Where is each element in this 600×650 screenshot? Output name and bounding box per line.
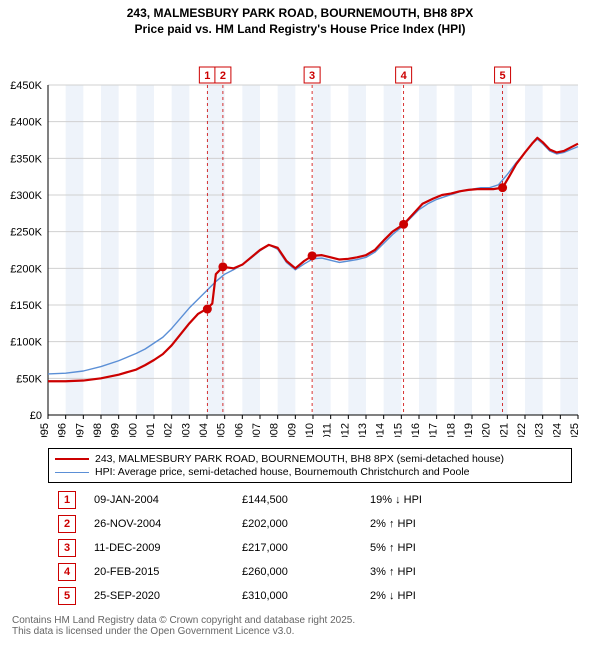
sale-price: £217,000 — [234, 537, 360, 559]
sale-delta: 2% ↑ HPI — [362, 513, 430, 535]
sale-delta: 2% ↓ HPI — [362, 585, 430, 607]
sale-marker-dot — [308, 252, 317, 261]
chart-svg: £0 £50K £100K £150K £200K £250K £300K £350K £400… — [0, 37, 600, 437]
legend-swatch-property — [55, 458, 89, 460]
chart-title: 243, MALMESBURY PARK ROAD, BOURNEMOUTH, … — [0, 0, 600, 37]
sale-delta: 3% ↑ HPI — [362, 561, 430, 583]
legend-row-property: 243, MALMESBURY PARK ROAD, BOURNEMOUTH, … — [55, 453, 565, 465]
sale-marker-dot — [203, 305, 212, 314]
x-tick-label: 1996 — [57, 423, 69, 437]
footer-line1: Contains HM Land Registry data © Crown c… — [12, 615, 588, 626]
sales-table: 1 09-JAN-2004£144,50019% ↓ HPI 2 26-NOV-200… — [48, 487, 432, 609]
sale-date: 25-SEP-2020 — [86, 585, 232, 607]
y-tick-label: £200K — [10, 264, 42, 276]
x-tick-label: 2002 — [163, 423, 175, 437]
sale-id-badge: 5 — [58, 587, 76, 605]
sale-marker-label: 2 — [220, 70, 226, 82]
sale-marker-dot — [498, 183, 507, 192]
x-tick-label: 1999 — [110, 423, 122, 437]
y-tick-label: £350K — [10, 154, 42, 166]
table-row: 2 26-NOV-2004£202,0002% ↑ HPI — [50, 513, 430, 535]
x-tick-label: 1997 — [74, 423, 86, 437]
x-tick-label: 2006 — [233, 423, 245, 437]
y-tick-label: £0 — [30, 410, 42, 422]
x-tick-label: 2008 — [269, 423, 281, 437]
x-tick-label: 2016 — [410, 423, 422, 437]
legend-swatch-hpi — [55, 472, 89, 473]
sale-id-badge: 1 — [58, 491, 76, 509]
table-row: 4 20-FEB-2015£260,0003% ↑ HPI — [50, 561, 430, 583]
x-tick-label: 2005 — [216, 423, 228, 437]
table-row: 5 25-SEP-2020£310,0002% ↓ HPI — [50, 585, 430, 607]
x-tick-label: 2014 — [375, 423, 387, 437]
sale-price: £202,000 — [234, 513, 360, 535]
y-tick-label: £250K — [10, 227, 42, 239]
legend-label-hpi: HPI: Average price, semi-detached house,… — [95, 466, 470, 478]
table-row: 3 11-DEC-2009£217,0005% ↑ HPI — [50, 537, 430, 559]
attribution: Contains HM Land Registry data © Crown c… — [12, 615, 588, 637]
sale-marker-label: 1 — [204, 70, 210, 82]
y-tick-label: £50K — [16, 374, 42, 386]
x-tick-label: 2015 — [392, 423, 404, 437]
sale-id-badge: 4 — [58, 563, 76, 581]
x-tick-label: 2023 — [534, 423, 546, 437]
sale-delta: 5% ↑ HPI — [362, 537, 430, 559]
x-tick-label: 2000 — [127, 423, 139, 437]
x-tick-label: 2019 — [463, 423, 475, 437]
x-tick-label: 2010 — [304, 423, 316, 437]
title-line2: Price paid vs. HM Land Registry's House … — [0, 22, 600, 38]
y-tick-label: £400K — [10, 117, 42, 129]
sale-date: 11-DEC-2009 — [86, 537, 232, 559]
x-tick-label: 2025 — [569, 423, 581, 437]
footer-line2: This data is licensed under the Open Gov… — [12, 626, 588, 637]
x-tick-label: 2018 — [445, 423, 457, 437]
x-tick-label: 2020 — [481, 423, 493, 437]
sale-marker-dot — [399, 220, 408, 229]
x-tick-label: 2021 — [498, 423, 510, 437]
price-chart: £0 £50K £100K £150K £200K £250K £300K £350K £400… — [0, 37, 600, 442]
x-tick-label: 2013 — [357, 423, 369, 437]
y-tick-label: £300K — [10, 190, 42, 202]
sale-marker-label: 5 — [500, 70, 506, 82]
x-tick-label: 1995 — [39, 423, 51, 437]
legend-label-property: 243, MALMESBURY PARK ROAD, BOURNEMOUTH, … — [95, 453, 504, 465]
title-line1: 243, MALMESBURY PARK ROAD, BOURNEMOUTH, … — [0, 6, 600, 22]
legend-row-hpi: HPI: Average price, semi-detached house,… — [55, 466, 565, 478]
sale-price: £260,000 — [234, 561, 360, 583]
sale-date: 09-JAN-2004 — [86, 489, 232, 511]
table-row: 1 09-JAN-2004£144,50019% ↓ HPI — [50, 489, 430, 511]
x-tick-label: 2007 — [251, 423, 263, 437]
sale-date: 20-FEB-2015 — [86, 561, 232, 583]
x-tick-label: 2017 — [428, 423, 440, 437]
sale-price: £310,000 — [234, 585, 360, 607]
x-tick-label: 2024 — [551, 423, 563, 437]
x-tick-label: 1998 — [92, 423, 104, 437]
sale-id-badge: 3 — [58, 539, 76, 557]
y-tick-label: £450K — [10, 80, 42, 92]
x-tick-label: 2012 — [339, 423, 351, 437]
legend: 243, MALMESBURY PARK ROAD, BOURNEMOUTH, … — [48, 448, 572, 483]
sale-id-badge: 2 — [58, 515, 76, 533]
sale-date: 26-NOV-2004 — [86, 513, 232, 535]
sale-marker-label: 3 — [309, 70, 315, 82]
x-tick-label: 2003 — [180, 423, 192, 437]
sale-delta: 19% ↓ HPI — [362, 489, 430, 511]
y-tick-label: £100K — [10, 337, 42, 349]
x-tick-label: 2001 — [145, 423, 157, 437]
sale-marker-label: 4 — [401, 70, 408, 82]
x-tick-label: 2004 — [198, 423, 210, 437]
sale-price: £144,500 — [234, 489, 360, 511]
x-tick-label: 2022 — [516, 423, 528, 437]
x-tick-label: 2009 — [286, 423, 298, 437]
y-tick-label: £150K — [10, 300, 42, 312]
x-tick-label: 2011 — [322, 423, 334, 437]
sale-marker-dot — [218, 263, 227, 272]
